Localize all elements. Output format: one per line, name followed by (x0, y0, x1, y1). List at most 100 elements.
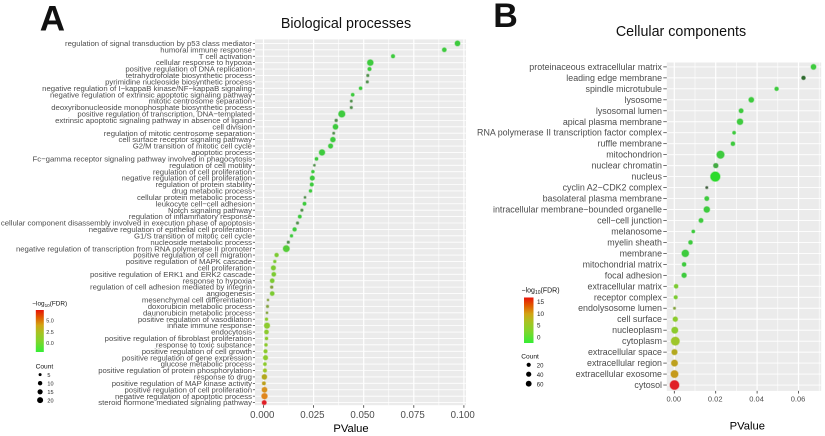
svg-text:positive regulation of vasodil: positive regulation of vasodilation (138, 315, 252, 324)
svg-text:regulation of signal transduct: regulation of signal transduction by p53… (65, 39, 252, 48)
svg-text:spindle microtubule: spindle microtubule (586, 84, 663, 94)
svg-text:40: 40 (537, 373, 544, 379)
svg-text:extracellular matrix: extracellular matrix (588, 281, 663, 291)
svg-text:10: 10 (537, 311, 545, 318)
svg-text:mesenchymal cell differentiati: mesenchymal cell differentiation (142, 296, 252, 305)
svg-text:negative regulation of epithel: negative regulation of epithelial cell p… (89, 225, 252, 234)
svg-text:humoral immune response: humoral immune response (160, 45, 252, 54)
svg-text:negative regulation of I−kappa: negative regulation of I−kappaB kinase/N… (42, 84, 252, 93)
svg-text:cellular response to hypoxia: cellular response to hypoxia (156, 58, 253, 67)
svg-text:PValue: PValue (730, 421, 765, 433)
svg-text:steroid hormone mediated signa: steroid hormone mediated signaling pathw… (98, 398, 252, 407)
svg-text:B: B (493, 0, 518, 35)
svg-text:nucleoplasm: nucleoplasm (612, 325, 662, 335)
svg-text:negative regulation of extrins: negative regulation of extrinsic apoptot… (50, 90, 252, 99)
svg-text:positive regulation of cell gr: positive regulation of cell growth (142, 347, 252, 356)
svg-text:apoptotic process: apoptotic process (191, 148, 252, 157)
svg-text:T cell activation: T cell activation (199, 52, 252, 61)
svg-text:negative regulation of apoptot: negative regulation of apoptotic process (115, 392, 252, 401)
svg-text:regulation of cell motility: regulation of cell motility (169, 161, 252, 170)
svg-text:0.025: 0.025 (300, 410, 324, 421)
svg-text:extracellular exosome: extracellular exosome (576, 369, 662, 379)
svg-text:cell division: cell division (212, 122, 252, 131)
svg-text:5: 5 (537, 323, 541, 330)
svg-text:cellular component disassembly: cellular component disassembly involved … (1, 219, 252, 228)
svg-text:extracellular space: extracellular space (588, 347, 662, 357)
svg-text:proteinaceous extracellular ma: proteinaceous extracellular matrix (529, 62, 662, 72)
svg-text:receptor complex: receptor complex (594, 292, 663, 302)
svg-text:tetrahydrofolate biosynthetic: tetrahydrofolate biosynthetic process (126, 71, 252, 80)
svg-text:0.050: 0.050 (350, 410, 375, 421)
svg-text:myelin sheath: myelin sheath (607, 237, 662, 247)
svg-text:RNA polymerase II transcriptio: RNA polymerase II transcription factor c… (477, 128, 663, 138)
svg-text:intracellular membrane−bounded: intracellular membrane−bounded organelle (493, 205, 662, 215)
svg-text:5: 5 (47, 373, 50, 379)
svg-text:2.5: 2.5 (46, 330, 54, 336)
svg-text:deoxyribonucleoside monophosph: deoxyribonucleoside monophosphate biosyn… (51, 103, 252, 112)
svg-text:0.000: 0.000 (250, 410, 275, 421)
svg-text:−log10(FDR): −log10(FDR) (522, 288, 560, 297)
svg-text:cell surface: cell surface (617, 314, 662, 324)
svg-text:doxorubicin metabolic process: doxorubicin metabolic process (148, 302, 252, 311)
svg-text:regulation of mitotic centroso: regulation of mitotic centrosome separat… (104, 129, 252, 138)
svg-text:cell proliferation: cell proliferation (198, 263, 252, 272)
svg-text:cell−cell junction: cell−cell junction (597, 215, 662, 225)
svg-text:lysosome: lysosome (625, 95, 663, 105)
svg-text:negative regulation of cell pr: negative regulation of cell proliferatio… (121, 174, 252, 183)
svg-text:response to hypoxia: response to hypoxia (183, 276, 253, 285)
svg-text:regulation of cell adhesion me: regulation of cell adhesion mediated by … (90, 283, 252, 292)
svg-text:nuclear chromatin: nuclear chromatin (591, 161, 662, 171)
svg-text:glucose metabolic process: glucose metabolic process (161, 360, 252, 369)
svg-text:nucleoside metabolic process: nucleoside metabolic process (150, 238, 252, 247)
svg-text:positive regulation of ERK1 an: positive regulation of ERK1 and ERK2 cas… (90, 270, 252, 279)
svg-text:20: 20 (537, 363, 544, 369)
svg-text:lysosomal lumen: lysosomal lumen (596, 106, 662, 116)
svg-text:regulation of inflammatory res: regulation of inflammatory response (129, 212, 252, 221)
svg-text:leukocyte cell−cell adhesion: leukocyte cell−cell adhesion (156, 199, 252, 208)
svg-text:drug metabolic process: drug metabolic process (172, 187, 252, 196)
svg-text:Biological processes: Biological processes (281, 16, 411, 32)
svg-text:endolysosome lumen: endolysosome lumen (578, 303, 662, 313)
svg-text:angiogenesis: angiogenesis (206, 289, 252, 298)
svg-text:0.00: 0.00 (666, 395, 681, 404)
svg-text:PValue: PValue (333, 423, 368, 435)
svg-text:leading edge membrane: leading edge membrane (566, 73, 662, 83)
svg-text:20: 20 (47, 398, 53, 404)
svg-text:mitochondrial matrix: mitochondrial matrix (583, 259, 663, 269)
svg-text:response to drug: response to drug (194, 373, 252, 382)
svg-text:A: A (40, 0, 65, 38)
svg-text:0.06: 0.06 (791, 395, 806, 404)
svg-text:60: 60 (537, 382, 544, 388)
svg-text:Fc−gamma receptor signaling pa: Fc−gamma receptor signaling pathway invo… (33, 154, 253, 163)
svg-text:response to toxic substance: response to toxic substance (156, 340, 252, 349)
svg-text:mitotic centrosome separation: mitotic centrosome separation (149, 97, 252, 106)
svg-text:Cellular components: Cellular components (616, 24, 746, 40)
svg-text:10: 10 (47, 382, 53, 388)
svg-text:0.02: 0.02 (708, 395, 723, 404)
svg-text:5.0: 5.0 (46, 319, 54, 325)
svg-text:positive regulation of gene ex: positive regulation of gene expression (122, 353, 252, 362)
svg-text:Notch signaling pathway: Notch signaling pathway (168, 206, 252, 215)
svg-text:positive regulation of cell pr: positive regulation of cell proliferatio… (124, 385, 252, 394)
svg-text:endocytosis: endocytosis (211, 328, 252, 337)
svg-text:focal adhesion: focal adhesion (605, 270, 662, 280)
svg-text:−log10(FDR): −log10(FDR) (32, 301, 67, 309)
svg-text:0.100: 0.100 (451, 410, 476, 421)
svg-text:negative regulation of transcr: negative regulation of transcription fro… (16, 244, 252, 253)
svg-text:apical plasma membrane: apical plasma membrane (563, 117, 662, 127)
svg-text:innate immune response: innate immune response (167, 321, 252, 330)
svg-text:nucleus: nucleus (631, 172, 662, 182)
svg-text:daunorubicin metabolic process: daunorubicin metabolic process (143, 308, 252, 317)
svg-text:regulation of cell proliferati: regulation of cell proliferation (153, 167, 252, 176)
svg-text:cytoplasm: cytoplasm (622, 336, 662, 346)
svg-text:positive regulation of DNA rep: positive regulation of DNA replication (125, 65, 252, 74)
svg-text:0: 0 (537, 335, 541, 342)
svg-text:extracellular region: extracellular region (587, 358, 662, 368)
svg-text:Count: Count (36, 363, 54, 370)
svg-text:G1/S transition of mitotic cel: G1/S transition of mitotic cell cycle (134, 231, 252, 240)
svg-text:0.0: 0.0 (46, 341, 54, 347)
svg-text:0.04: 0.04 (749, 395, 764, 404)
svg-text:membrane: membrane (620, 248, 662, 258)
svg-text:positive regulation of MAPK ca: positive regulation of MAPK cascade (126, 257, 252, 266)
svg-text:basolateral plasma membrane: basolateral plasma membrane (543, 194, 662, 204)
